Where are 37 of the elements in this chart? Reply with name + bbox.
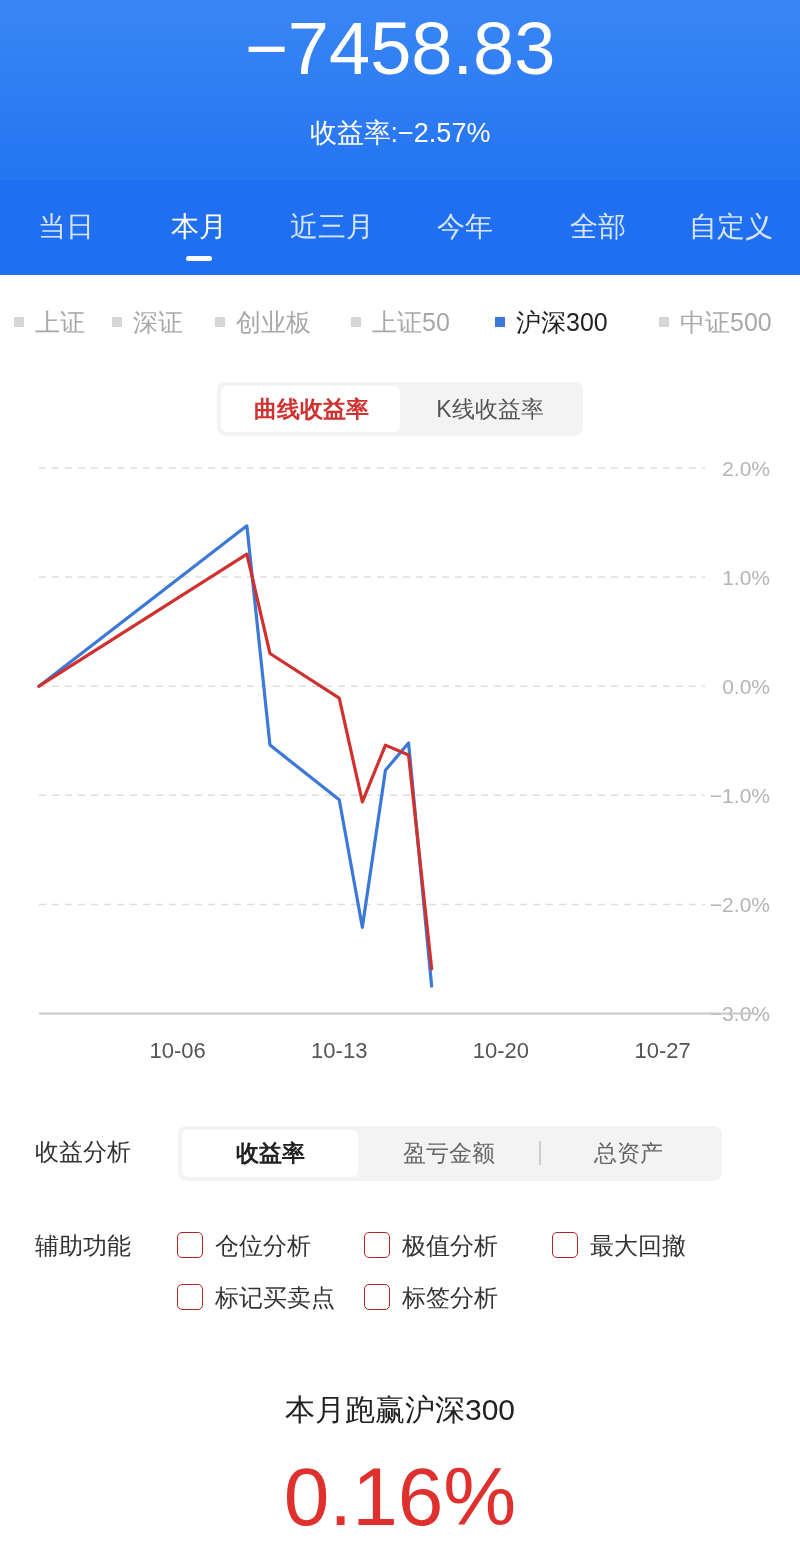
text: 创业板 (236, 306, 311, 338)
x-tick-label: 10-27 (634, 1037, 691, 1063)
text: 总资产 (593, 1138, 663, 1168)
y-tick-label: −1.0% (709, 783, 770, 807)
text: 本月跑赢沪深300 (284, 1391, 516, 1428)
text: 极值分析 (402, 1231, 498, 1261)
text: 当日 (38, 210, 94, 244)
text: 深证 (133, 306, 183, 338)
text: 标记买卖点 (215, 1283, 335, 1313)
text: 仓位分析 (215, 1231, 311, 1261)
text: K线收益率 (436, 394, 544, 424)
text: 上证 (35, 306, 85, 338)
text: 盈亏金额 (403, 1138, 495, 1168)
text: 标签分析 (402, 1283, 498, 1313)
text: −7458.83 (244, 5, 556, 91)
text: 0.16% (283, 1450, 517, 1544)
y-tick-label: −2.0% (709, 892, 770, 916)
text: 收益率:−2.57% (309, 117, 491, 150)
y-tick-label: 2.0% (722, 456, 770, 480)
text: 自定义 (689, 210, 773, 244)
text: 最大回撤 (590, 1231, 686, 1261)
text: 收益率 (235, 1138, 305, 1168)
y-tick-label: 0.0% (722, 674, 770, 698)
text: 辅助功能 (35, 1231, 131, 1261)
x-tick-label: 10-13 (311, 1037, 368, 1063)
text: 今年 (437, 210, 493, 244)
text: 本月 (171, 210, 227, 244)
text: 近三月 (290, 210, 374, 244)
text: 上证50 (372, 306, 450, 338)
legend-label: 沪深300 (516, 306, 608, 338)
x-tick-label: 10-06 (149, 1037, 206, 1063)
text: 中证500 (680, 306, 772, 338)
text: 全部 (570, 210, 626, 244)
text: 曲线收益率 (253, 394, 369, 424)
text: 收益分析 (35, 1137, 131, 1167)
x-tick-label: 10-20 (472, 1037, 530, 1063)
y-tick-label: 1.0% (722, 565, 770, 589)
